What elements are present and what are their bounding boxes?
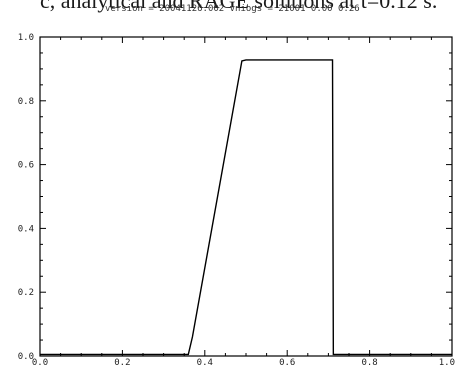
x-tick-label: 0.6 [279, 358, 295, 366]
chart-title: c, analytical and RAGE solutions at t=0.… [40, 0, 438, 13]
x-tick-label: 0.8 [361, 358, 377, 366]
y-tick-label: 0.6 [18, 161, 34, 171]
x-tick-label: 1.0 [439, 358, 455, 366]
x-tick-label: 0.2 [114, 358, 130, 366]
y-tick-label: 0.0 [18, 352, 34, 362]
plot-frame [39, 36, 453, 357]
y-tick-label: 0.4 [18, 224, 34, 234]
y-tick-label: 0.2 [18, 288, 34, 298]
y-tick-label: 1.0 [18, 33, 34, 43]
x-tick-label: 0.0 [32, 358, 48, 366]
y-tick-label: 0.8 [18, 97, 34, 107]
series-line [40, 59, 452, 356]
x-tick-label: 0.4 [197, 358, 213, 366]
chart-meta-line: version = 20041126.002 vniogs = 21001 0.… [105, 4, 360, 14]
